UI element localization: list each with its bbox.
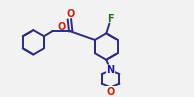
Text: N: N <box>107 65 115 75</box>
Text: F: F <box>107 14 113 24</box>
Text: O: O <box>66 9 74 19</box>
Text: O: O <box>57 22 66 32</box>
Text: O: O <box>107 87 115 97</box>
